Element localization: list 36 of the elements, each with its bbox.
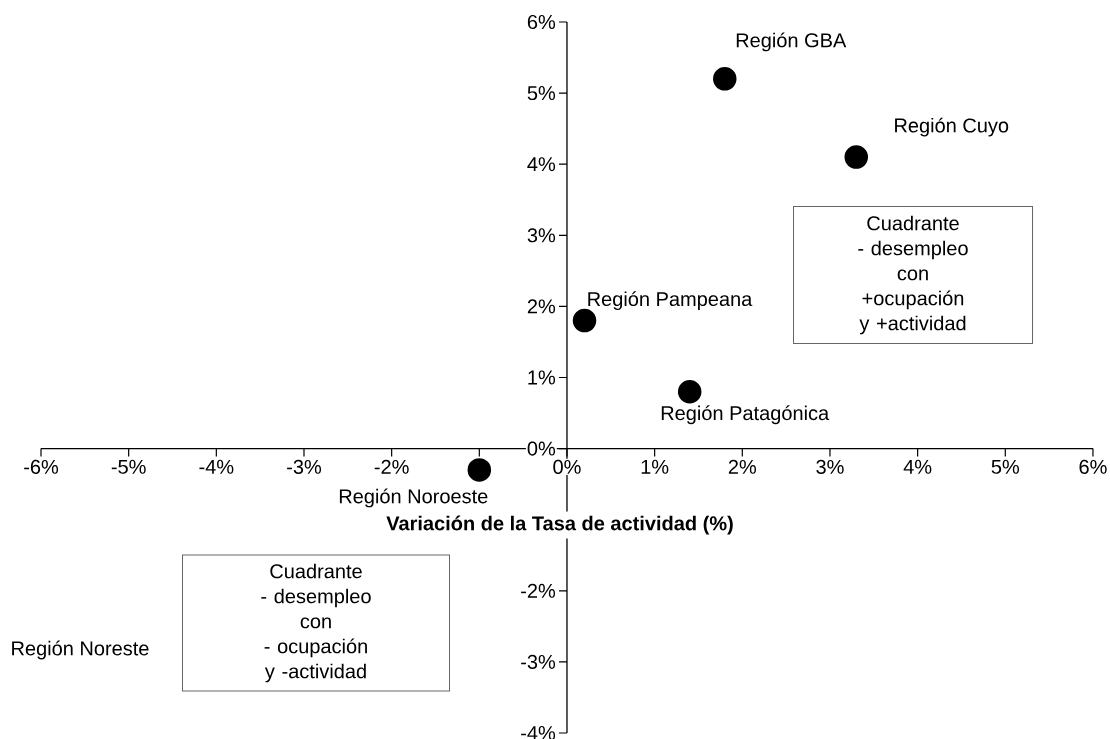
point: [844, 145, 869, 169]
annotation: Región Noroeste: [339, 488, 488, 508]
x-tick-label: 1%: [641, 459, 669, 474]
y-tick-label: -4%: [521, 726, 556, 739]
x-tick-label: 0%: [553, 459, 581, 474]
y-tick-label: 4%: [527, 157, 556, 172]
y-tick-label: 0%: [527, 441, 556, 456]
annotation: Región GBA: [736, 32, 847, 52]
y-tick-label: -3%: [521, 654, 556, 669]
point: [713, 67, 737, 91]
x-tick-label: -4%: [199, 459, 234, 474]
point: [467, 458, 492, 482]
x-tick-label: -3%: [287, 459, 322, 474]
annotation: Cuadrante - desempleo con - ocupación y -actividad: [261, 563, 371, 683]
point: [677, 379, 702, 404]
y-tick-label: 2%: [527, 299, 556, 314]
annotation: Región Patagónica: [661, 405, 830, 425]
y-tick-label: 6%: [527, 14, 556, 30]
annotation: Región Noreste: [12, 640, 149, 660]
annotation: Región Pampeana: [588, 291, 753, 311]
annotation: Cuadrante - desempleo con +ocupación y +actividad: [858, 215, 968, 335]
x-axis-title: Variación de la Tasa de actividad (%): [386, 515, 733, 535]
y-tick-label: 3%: [527, 228, 556, 243]
x-tick-label: 6%: [1079, 459, 1107, 474]
x-tick-label: -6%: [24, 459, 59, 474]
point: [572, 308, 597, 333]
x-tick-label: 5%: [991, 459, 1020, 474]
x-tick-label: 2%: [728, 459, 757, 474]
annotation: Región Cuyo: [895, 117, 1009, 137]
x-tick-label: 3%: [816, 459, 844, 474]
x-tick-label: -5%: [111, 459, 146, 474]
y-tick-label: -2%: [521, 583, 556, 598]
y-tick-label: 1%: [528, 370, 556, 385]
x-tick-label: -2%: [374, 459, 409, 474]
x-tick-label: 4%: [903, 459, 932, 474]
y-tick-label: 5%: [527, 86, 556, 101]
